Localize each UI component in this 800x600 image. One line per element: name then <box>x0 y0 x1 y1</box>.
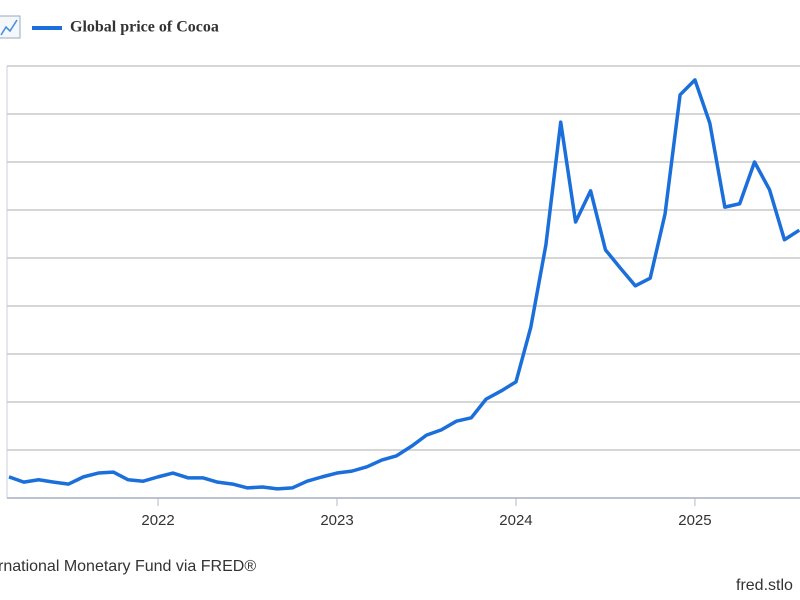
x-tick-label: 2025 <box>678 512 711 529</box>
chart-icon <box>0 15 21 39</box>
x-tick-label: 2022 <box>141 512 174 529</box>
x-tick-label: 2023 <box>320 512 353 529</box>
source-note: rnational Monetary Fund via FRED® <box>0 558 256 575</box>
x-tick-label: 2024 <box>499 512 532 529</box>
icon-frame <box>0 15 21 39</box>
site-note: fred.stlo <box>736 577 793 594</box>
legend-label: Global price of Cocoa <box>70 19 219 36</box>
icon-line <box>0 19 18 36</box>
data-line <box>8 78 800 491</box>
